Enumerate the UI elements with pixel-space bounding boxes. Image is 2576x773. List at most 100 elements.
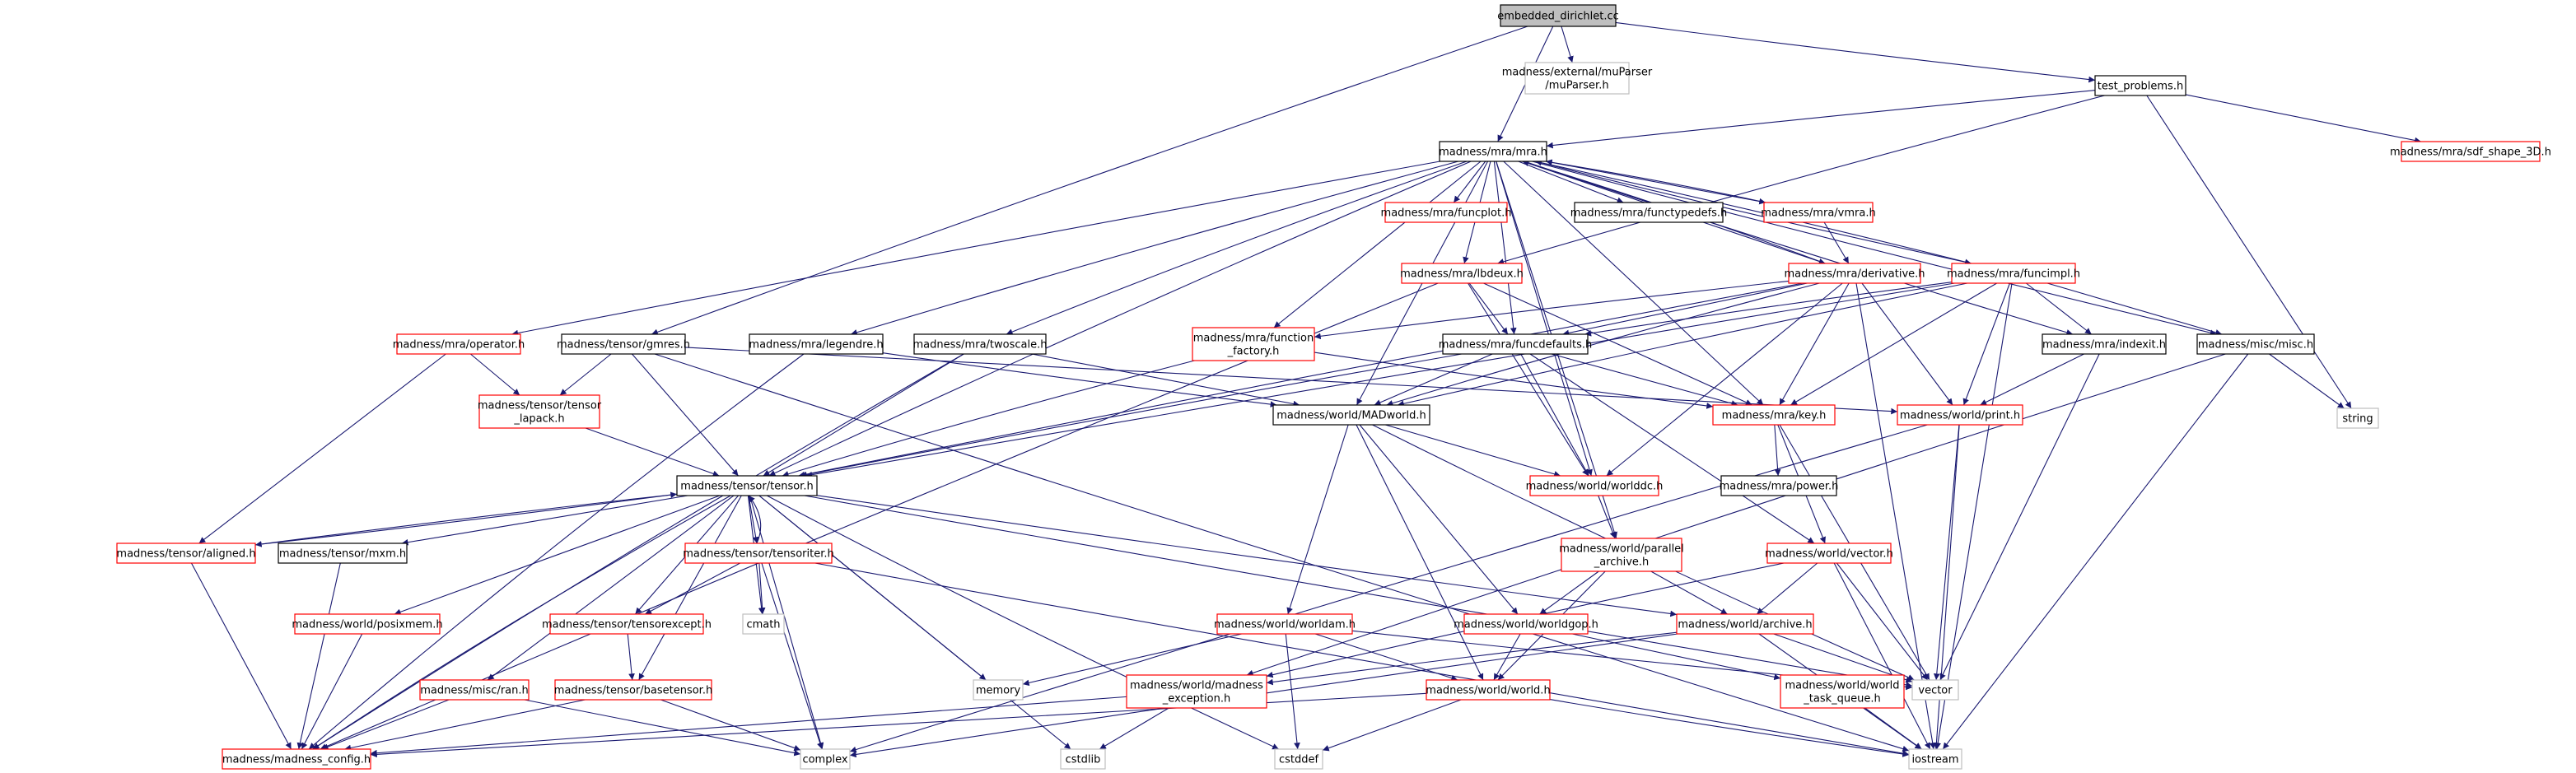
edge-mra-to-vmra xyxy=(1545,161,1766,205)
node-box-cmath xyxy=(742,613,785,635)
edge-legendre-to-madness_config xyxy=(308,353,805,750)
node-lbdeux[interactable]: madness/mra/lbdeux.h xyxy=(1400,263,1524,284)
node-tensorexcept[interactable]: madness/tensor/tensorexcept.h xyxy=(542,613,712,635)
node-label-misc: madness/misc/misc.h xyxy=(2198,339,2313,352)
node-iostream[interactable]: iostream xyxy=(1908,748,1962,770)
node-box-lbdeux xyxy=(1401,263,1523,284)
node-cstdlib[interactable]: cstdlib xyxy=(1060,748,1106,770)
node-vmra[interactable]: madness/mra/vmra.h xyxy=(1761,202,1876,223)
node-basetensor[interactable]: madness/tensor/basetensor.h xyxy=(554,679,712,701)
node-string[interactable]: string xyxy=(2336,407,2379,429)
node-power[interactable]: madness/mra/power.h xyxy=(1720,475,1839,496)
node-label-aligned: madness/tensor/aligned.h xyxy=(116,548,255,561)
node-label-tensor_lapack-line2: _lapack.h xyxy=(513,413,564,426)
node-label-vector: vector xyxy=(1918,685,1953,697)
node-mxm[interactable]: madness/tensor/mxm.h xyxy=(278,542,408,564)
node-tensor_lapack[interactable]: madness/tensor/tensor_lapack.h xyxy=(478,394,602,429)
node-label-madworld: madness/world/MADworld.h xyxy=(1276,410,1426,422)
node-madworld[interactable]: madness/world/MADworld.h xyxy=(1272,404,1430,426)
node-funcimpl[interactable]: madness/mra/funcimpl.h xyxy=(1947,263,2080,284)
node-label-gmres: madness/tensor/gmres.h xyxy=(557,339,690,352)
node-box-root xyxy=(1500,4,1617,27)
node-box-tensorexcept xyxy=(549,613,704,635)
node-box-function_factory xyxy=(1192,327,1315,361)
node-derivative[interactable]: madness/mra/derivative.h xyxy=(1784,263,1925,284)
node-key[interactable]: madness/mra/key.h xyxy=(1712,404,1836,426)
node-worldgop[interactable]: madness/world/worldgop.h xyxy=(1454,613,1598,635)
node-functypedefs[interactable]: madness/mra/functypedefs.h xyxy=(1570,202,1728,223)
node-box-tensoriter xyxy=(684,542,833,564)
node-legendre[interactable]: madness/mra/legendre.h xyxy=(749,333,884,355)
node-ran[interactable]: madness/misc/ran.h xyxy=(419,679,530,701)
node-gmres[interactable]: madness/tensor/gmres.h xyxy=(557,333,690,355)
node-label-muparser-line2: /muParser.h xyxy=(1545,80,1608,92)
node-muparser[interactable]: madness/external/muParser/muParser.h xyxy=(1502,62,1653,95)
node-label-test_problems: test_problems.h xyxy=(2098,81,2183,93)
edge-vector_h-to-iostream xyxy=(1833,562,1931,750)
node-function_factory[interactable]: madness/mra/function_factory.h xyxy=(1192,327,1315,361)
edge-world-to-cstddef xyxy=(1322,699,1462,752)
node-memory[interactable]: memory xyxy=(973,679,1024,701)
node-funcplot[interactable]: madness/mra/funcplot.h xyxy=(1381,202,1512,223)
node-twoscale[interactable]: madness/mra/twoscale.h xyxy=(913,333,1048,355)
node-madness_config[interactable]: madness/madness_config.h xyxy=(222,748,371,770)
node-print[interactable]: madness/world/print.h xyxy=(1897,404,2023,426)
node-madness_exception[interactable]: madness/world/madness_exception.h xyxy=(1126,674,1267,709)
node-mra[interactable]: madness/mra/mra.h xyxy=(1439,141,1547,162)
edge-mra-to-funcplot xyxy=(1453,161,1486,203)
edge-derivative-to-worlddc xyxy=(1606,282,1843,477)
node-label-posixmem: madness/world/posixmem.h xyxy=(292,619,442,631)
node-parallel_archive[interactable]: madness/world/parallel_archive.h xyxy=(1559,538,1684,572)
node-root[interactable]: embedded_dirichlet.cc xyxy=(1497,4,1619,27)
edge-posixmem-to-madness_config xyxy=(301,633,363,750)
node-worldam[interactable]: madness/world/worldam.h xyxy=(1214,613,1356,635)
node-label-madness_exception-line2: _exception.h xyxy=(1162,693,1230,705)
node-posixmem[interactable]: madness/world/posixmem.h xyxy=(292,613,443,635)
edge-derivative-to-key xyxy=(1779,282,1850,406)
node-vector[interactable]: vector xyxy=(1911,679,1959,701)
node-aligned[interactable]: madness/tensor/aligned.h xyxy=(116,542,256,564)
edge-mra-to-key xyxy=(1503,161,1764,406)
node-label-key: madness/mra/key.h xyxy=(1722,410,1827,422)
node-funcdefaults[interactable]: madness/mra/funcdefaults.h xyxy=(1439,333,1593,355)
node-box-aligned xyxy=(116,542,256,564)
node-box-indexit xyxy=(2042,333,2167,355)
node-label-tensoriter: madness/tensor/tensoriter.h xyxy=(683,548,833,561)
node-box-key xyxy=(1712,404,1836,426)
edge-derivative-to-print xyxy=(1861,282,1953,406)
node-label-world: madness/world/world.h xyxy=(1426,685,1550,697)
node-cstddef[interactable]: cstddef xyxy=(1274,748,1323,770)
edge-tensor-to-aligned xyxy=(254,493,678,547)
node-world_task_queue[interactable]: madness/world/world_task_queue.h xyxy=(1780,674,1905,709)
node-sdf_shape[interactable]: madness/mra/sdf_shape_3D.h xyxy=(2390,141,2551,162)
node-complex[interactable]: complex xyxy=(800,748,851,770)
edge-madworld-to-world xyxy=(1356,424,1484,681)
node-indexit[interactable]: madness/mra/indexit.h xyxy=(2042,333,2167,355)
node-label-legendre: madness/mra/legendre.h xyxy=(749,339,883,352)
node-test_problems[interactable]: test_problems.h xyxy=(2094,75,2186,96)
edge-tensoriter-to-tensorexcept xyxy=(645,562,740,615)
node-box-legendre xyxy=(749,333,884,355)
node-cmath[interactable]: cmath xyxy=(742,613,785,635)
node-worlddc[interactable]: madness/world/worlddc.h xyxy=(1526,475,1664,496)
node-box-test_problems xyxy=(2094,75,2186,96)
node-box-mxm xyxy=(278,542,408,564)
edge-indexit-to-print xyxy=(1980,353,2084,406)
node-box-gmres xyxy=(561,333,686,355)
node-tensor[interactable]: madness/tensor/tensor.h xyxy=(676,475,818,496)
node-archive[interactable]: madness/world/archive.h xyxy=(1676,613,1814,635)
node-box-complex xyxy=(800,748,851,770)
edge-twoscale-to-madness_config xyxy=(312,353,964,750)
node-label-power: madness/mra/power.h xyxy=(1720,481,1839,493)
node-vector_h[interactable]: madness/world/vector.h xyxy=(1765,542,1893,564)
edge-funcimpl-to-indexit xyxy=(2026,282,2092,335)
node-world[interactable]: madness/world/world.h xyxy=(1426,679,1551,701)
node-label-ran: madness/misc/ran.h xyxy=(420,685,529,697)
node-tensoriter[interactable]: madness/tensor/tensoriter.h xyxy=(683,542,834,564)
node-box-functypedefs xyxy=(1574,202,1724,223)
node-misc[interactable]: madness/misc/misc.h xyxy=(2196,333,2315,355)
node-operator[interactable]: madness/mra/operator.h xyxy=(393,333,525,355)
edge-mra-to-tensor xyxy=(768,161,1472,477)
edge-funcimpl-to-madworld xyxy=(1397,282,1968,407)
node-box-funcdefaults xyxy=(1442,333,1589,355)
